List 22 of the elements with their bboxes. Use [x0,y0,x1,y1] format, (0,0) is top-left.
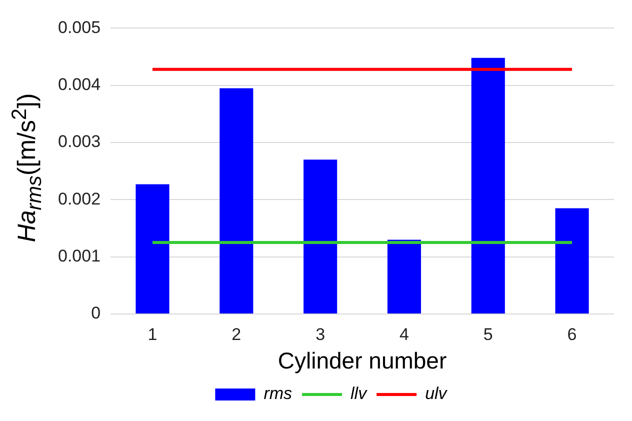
bar [304,160,338,314]
bar [555,208,589,314]
x-axis-title: Cylinder number [278,348,447,374]
legend-label: ulv [425,384,448,404]
x-tick-label: 6 [567,324,577,344]
y-tick-label: 0 [91,304,101,323]
bar [471,58,505,314]
bar [387,240,422,314]
y-tick-label: 0.005 [58,18,101,37]
legend-label: rms [264,384,293,404]
x-tick-label: 3 [316,324,326,344]
y-tick-label: 0.002 [58,189,101,208]
x-tick-label: 1 [148,324,158,344]
x-tick-label: 4 [399,324,409,344]
y-tick-label: 0.003 [58,132,101,152]
x-tick-label: 5 [483,324,493,344]
y-tick-label: 0.001 [58,246,101,266]
y-tick-label: 0.004 [58,75,101,94]
legend-label: llv [350,384,368,404]
x-tick-label: 2 [232,324,242,344]
bar [136,184,170,314]
bar [220,88,254,314]
